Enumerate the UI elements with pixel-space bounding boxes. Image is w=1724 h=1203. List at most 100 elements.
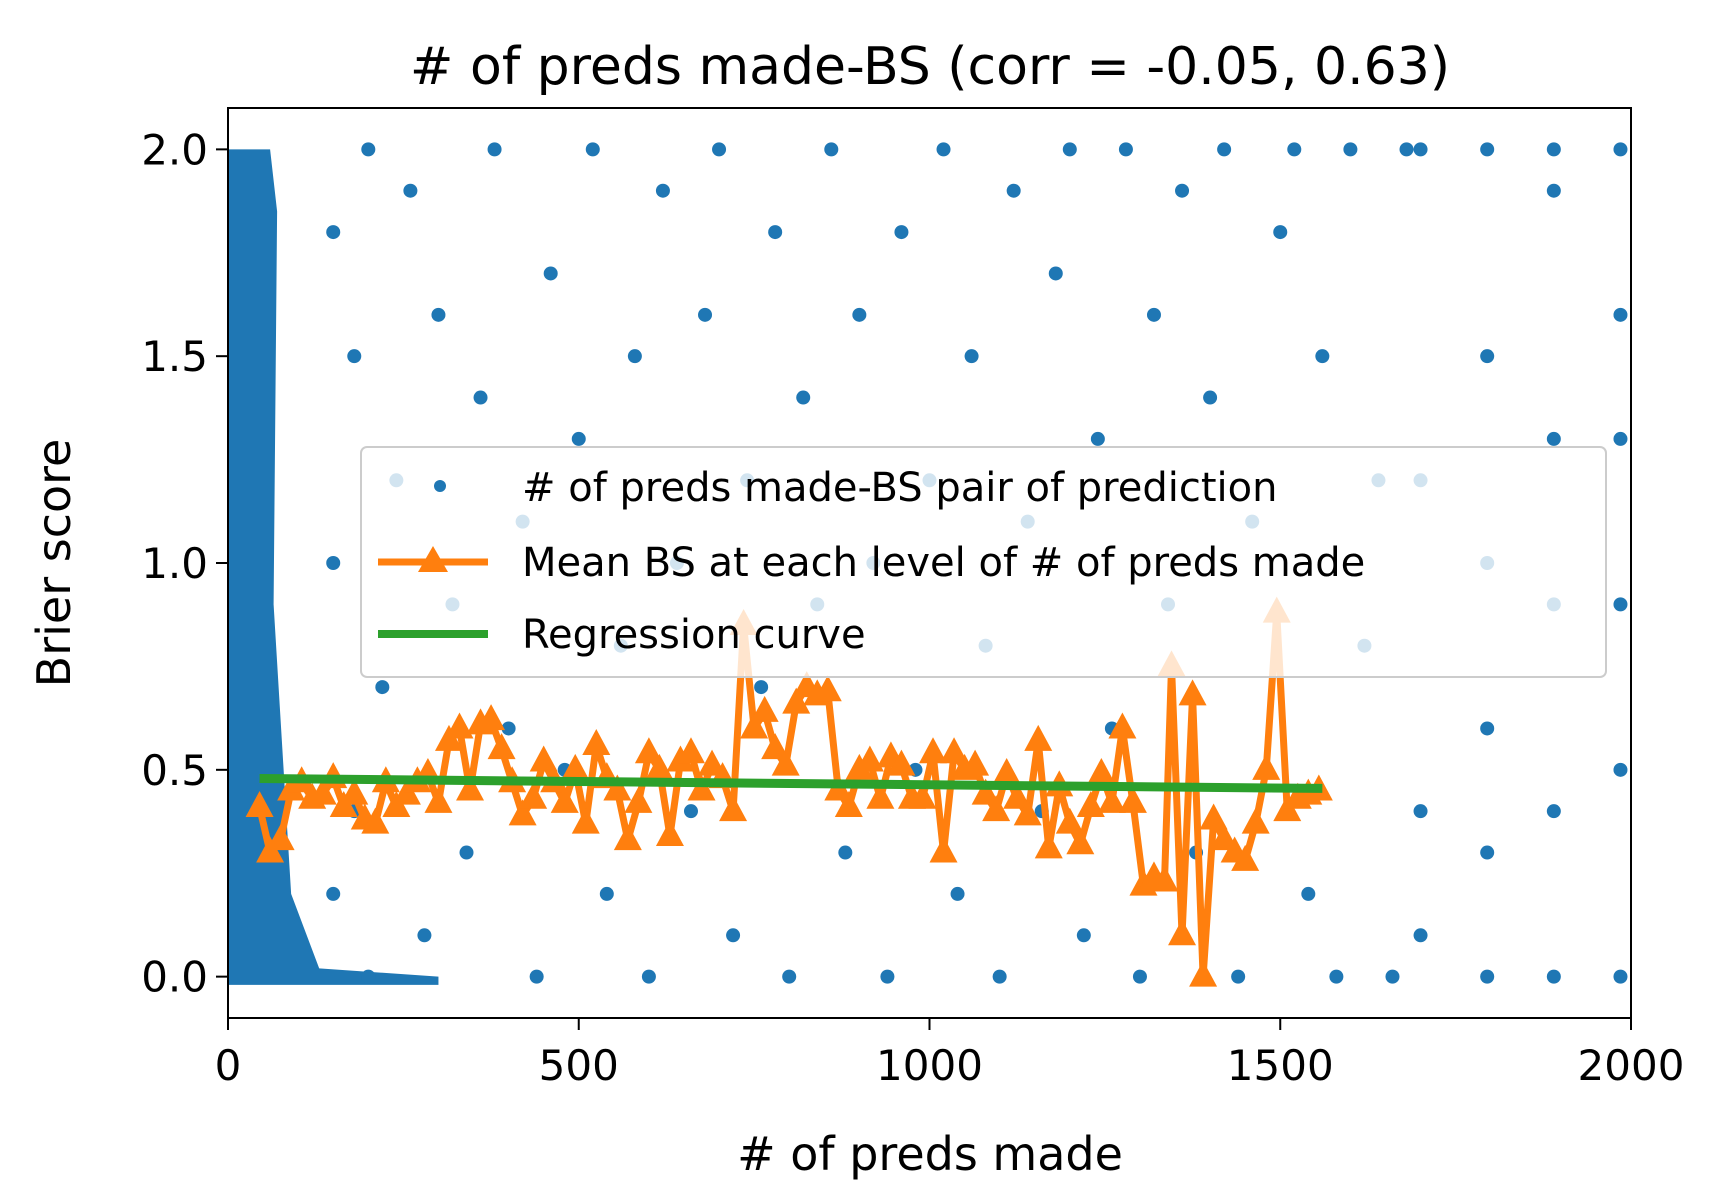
mean-marker [582,729,611,755]
y-axis: 0.0 0.5 1.0 1.5 2.0 [141,125,228,1002]
scatter-point [1118,142,1133,157]
mean-marker [1118,786,1147,813]
mean-marker [982,795,1011,822]
mean-marker [424,786,453,813]
scatter-point [1301,886,1316,901]
mean-marker [1252,753,1281,780]
scatter-point [683,804,698,819]
mean-marker [1189,960,1218,987]
mean-marker [929,836,958,863]
mean-marker [308,778,337,805]
scatter-point [1413,928,1428,943]
legend-marker-mean-triangle [418,546,448,572]
scatter-point [1048,266,1063,281]
mean-marker [613,824,642,851]
mean-marker [655,820,684,846]
scatter-point [1480,969,1495,984]
scatter-point [1132,969,1147,984]
mean-marker [740,712,769,739]
mean-marker [1178,679,1207,706]
scatter-point [1315,349,1330,364]
mean-marker [1076,791,1105,818]
regression-series [259,774,1323,793]
scatter-point [1480,349,1495,364]
mean-marker [1150,865,1179,892]
mean-marker [519,782,548,809]
legend-label-mean: Mean BS at each level of # of preds made [522,540,1365,586]
mean-marker [550,786,579,813]
x-tick-label: 0 [215,1041,242,1090]
scatter-point [1413,804,1428,819]
y-tick-label: 0.0 [141,953,208,1002]
chart-title: # of preds made-BS (corr = -0.05, 0.63) [410,37,1450,97]
scatter-point [585,142,600,157]
scatter-point [936,142,951,157]
scatter-point [712,142,727,157]
scatter-point [726,928,741,943]
scatter-point [326,225,341,240]
scatter-point [361,142,376,157]
scatter-point [1613,597,1628,612]
scatter-point [403,183,418,198]
scatter-point [964,349,979,364]
scatter-point [1076,928,1091,943]
x-axis-label: # of preds made [737,1127,1123,1181]
scatter-point [1546,969,1561,984]
x-tick-label: 500 [539,1041,619,1090]
scatter-point [1613,431,1628,446]
scatter-point [326,886,341,901]
mean-marker [561,753,590,780]
scatter-point [599,886,614,901]
scatter-point [768,225,783,240]
mean-marker [624,786,653,813]
mean-marker [761,733,790,760]
mean-marker [266,824,295,851]
mean-marker [866,782,895,809]
scatter-point [1146,307,1161,322]
scatter-point [1480,845,1495,860]
legend-frame [360,446,1607,678]
legend-marker-scatter [434,480,446,492]
scatter-point [1062,142,1077,157]
mean-marker [340,778,369,805]
mean-marker [771,749,800,776]
mean-marker [445,712,474,739]
scatter-point [627,349,642,364]
scatter-point [1090,431,1105,446]
plot-area [228,142,1628,987]
scatter-point [641,969,656,984]
scatter-point [1480,142,1495,157]
scatter-point [1217,142,1232,157]
scatter-point [529,969,544,984]
scatter-point [487,142,502,157]
scatter-point [1613,762,1628,777]
scatter-point [326,556,341,570]
mean-marker [782,687,811,714]
scatter-point [1613,969,1628,984]
mean-marker [1168,919,1197,946]
scatter-point [1273,225,1288,240]
mean-marker [529,745,558,772]
scatter-point [894,225,909,240]
mean-marker [456,774,485,801]
scatter-point [431,307,446,322]
mean-marker [834,791,863,818]
mean-marker [919,737,948,764]
scatter-point [1413,142,1428,157]
mean-marker [719,795,748,822]
mean-marker [245,791,274,818]
legend: # of preds made-BS pair of prediction Me… [360,446,1607,678]
x-axis: 0 500 1000 1500 2000 [215,1018,1684,1090]
scatter-point [992,969,1007,984]
mean-marker [1013,799,1042,826]
scatter-point [1175,183,1190,198]
scatter-point [824,142,839,157]
mean-marker [750,695,779,722]
scatter-point [754,680,769,695]
mean-marker [855,745,884,772]
mean-marker [887,749,916,776]
scatter-point [1231,969,1246,984]
scatter-point [417,928,432,943]
scatter-point [361,969,376,984]
